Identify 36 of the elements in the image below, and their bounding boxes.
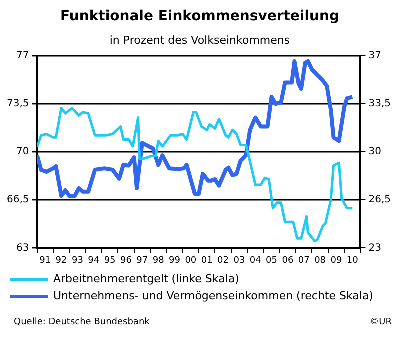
x-tick-label: 01 <box>201 256 213 266</box>
x-tick-label: 97 <box>136 256 148 266</box>
y2-tick-label: 23 <box>368 242 382 254</box>
x-tick-label: 00 <box>185 256 197 266</box>
y2-tick-label: 26,5 <box>368 194 391 206</box>
y2-tick-label: 37 <box>368 50 382 62</box>
x-tick-label: 95 <box>104 256 116 266</box>
x-tick-label: 09 <box>330 256 342 266</box>
legend-label: Unternehmens- und Vermögenseinkommen (rechte Skala) <box>54 289 374 302</box>
y-tick-label: 73,5 <box>7 98 30 110</box>
y-tick-label: 70 <box>16 146 30 158</box>
x-tick-label: 99 <box>169 256 181 266</box>
x-tick-label: 05 <box>266 256 278 266</box>
x-tick-label: 93 <box>72 256 84 266</box>
x-tick-label: 94 <box>88 256 100 266</box>
x-tick-label: 04 <box>250 256 262 266</box>
y-tick-label: 77 <box>16 50 30 62</box>
chart-title: Funktionale Einkommensverteilung <box>60 8 340 25</box>
y2-tick-label: 30 <box>368 146 382 158</box>
x-tick-label: 08 <box>314 256 326 266</box>
source-note: Quelle: Deutsche Bundesbank <box>14 317 151 328</box>
chart-subtitle: in Prozent des Volkseinkommens <box>110 34 290 47</box>
x-tick-label: 03 <box>234 256 246 266</box>
x-tick-label: 96 <box>120 256 132 266</box>
y2-tick-label: 33,5 <box>368 98 391 110</box>
x-tick-label: 98 <box>152 256 165 266</box>
x-tick-label: 91 <box>40 256 52 266</box>
y-tick-label: 66,5 <box>7 194 30 206</box>
y-tick-label: 63 <box>16 242 30 254</box>
legend-label: Arbeitnehmerentgelt (linke Skala) <box>54 272 240 286</box>
x-tick-label: 02 <box>218 256 229 266</box>
x-tick-label: 06 <box>282 256 294 266</box>
x-tick-label: 10 <box>346 256 359 266</box>
x-tick-label: 92 <box>56 256 68 266</box>
x-tick-label: 07 <box>298 256 310 266</box>
text: ©UR <box>370 317 392 328</box>
